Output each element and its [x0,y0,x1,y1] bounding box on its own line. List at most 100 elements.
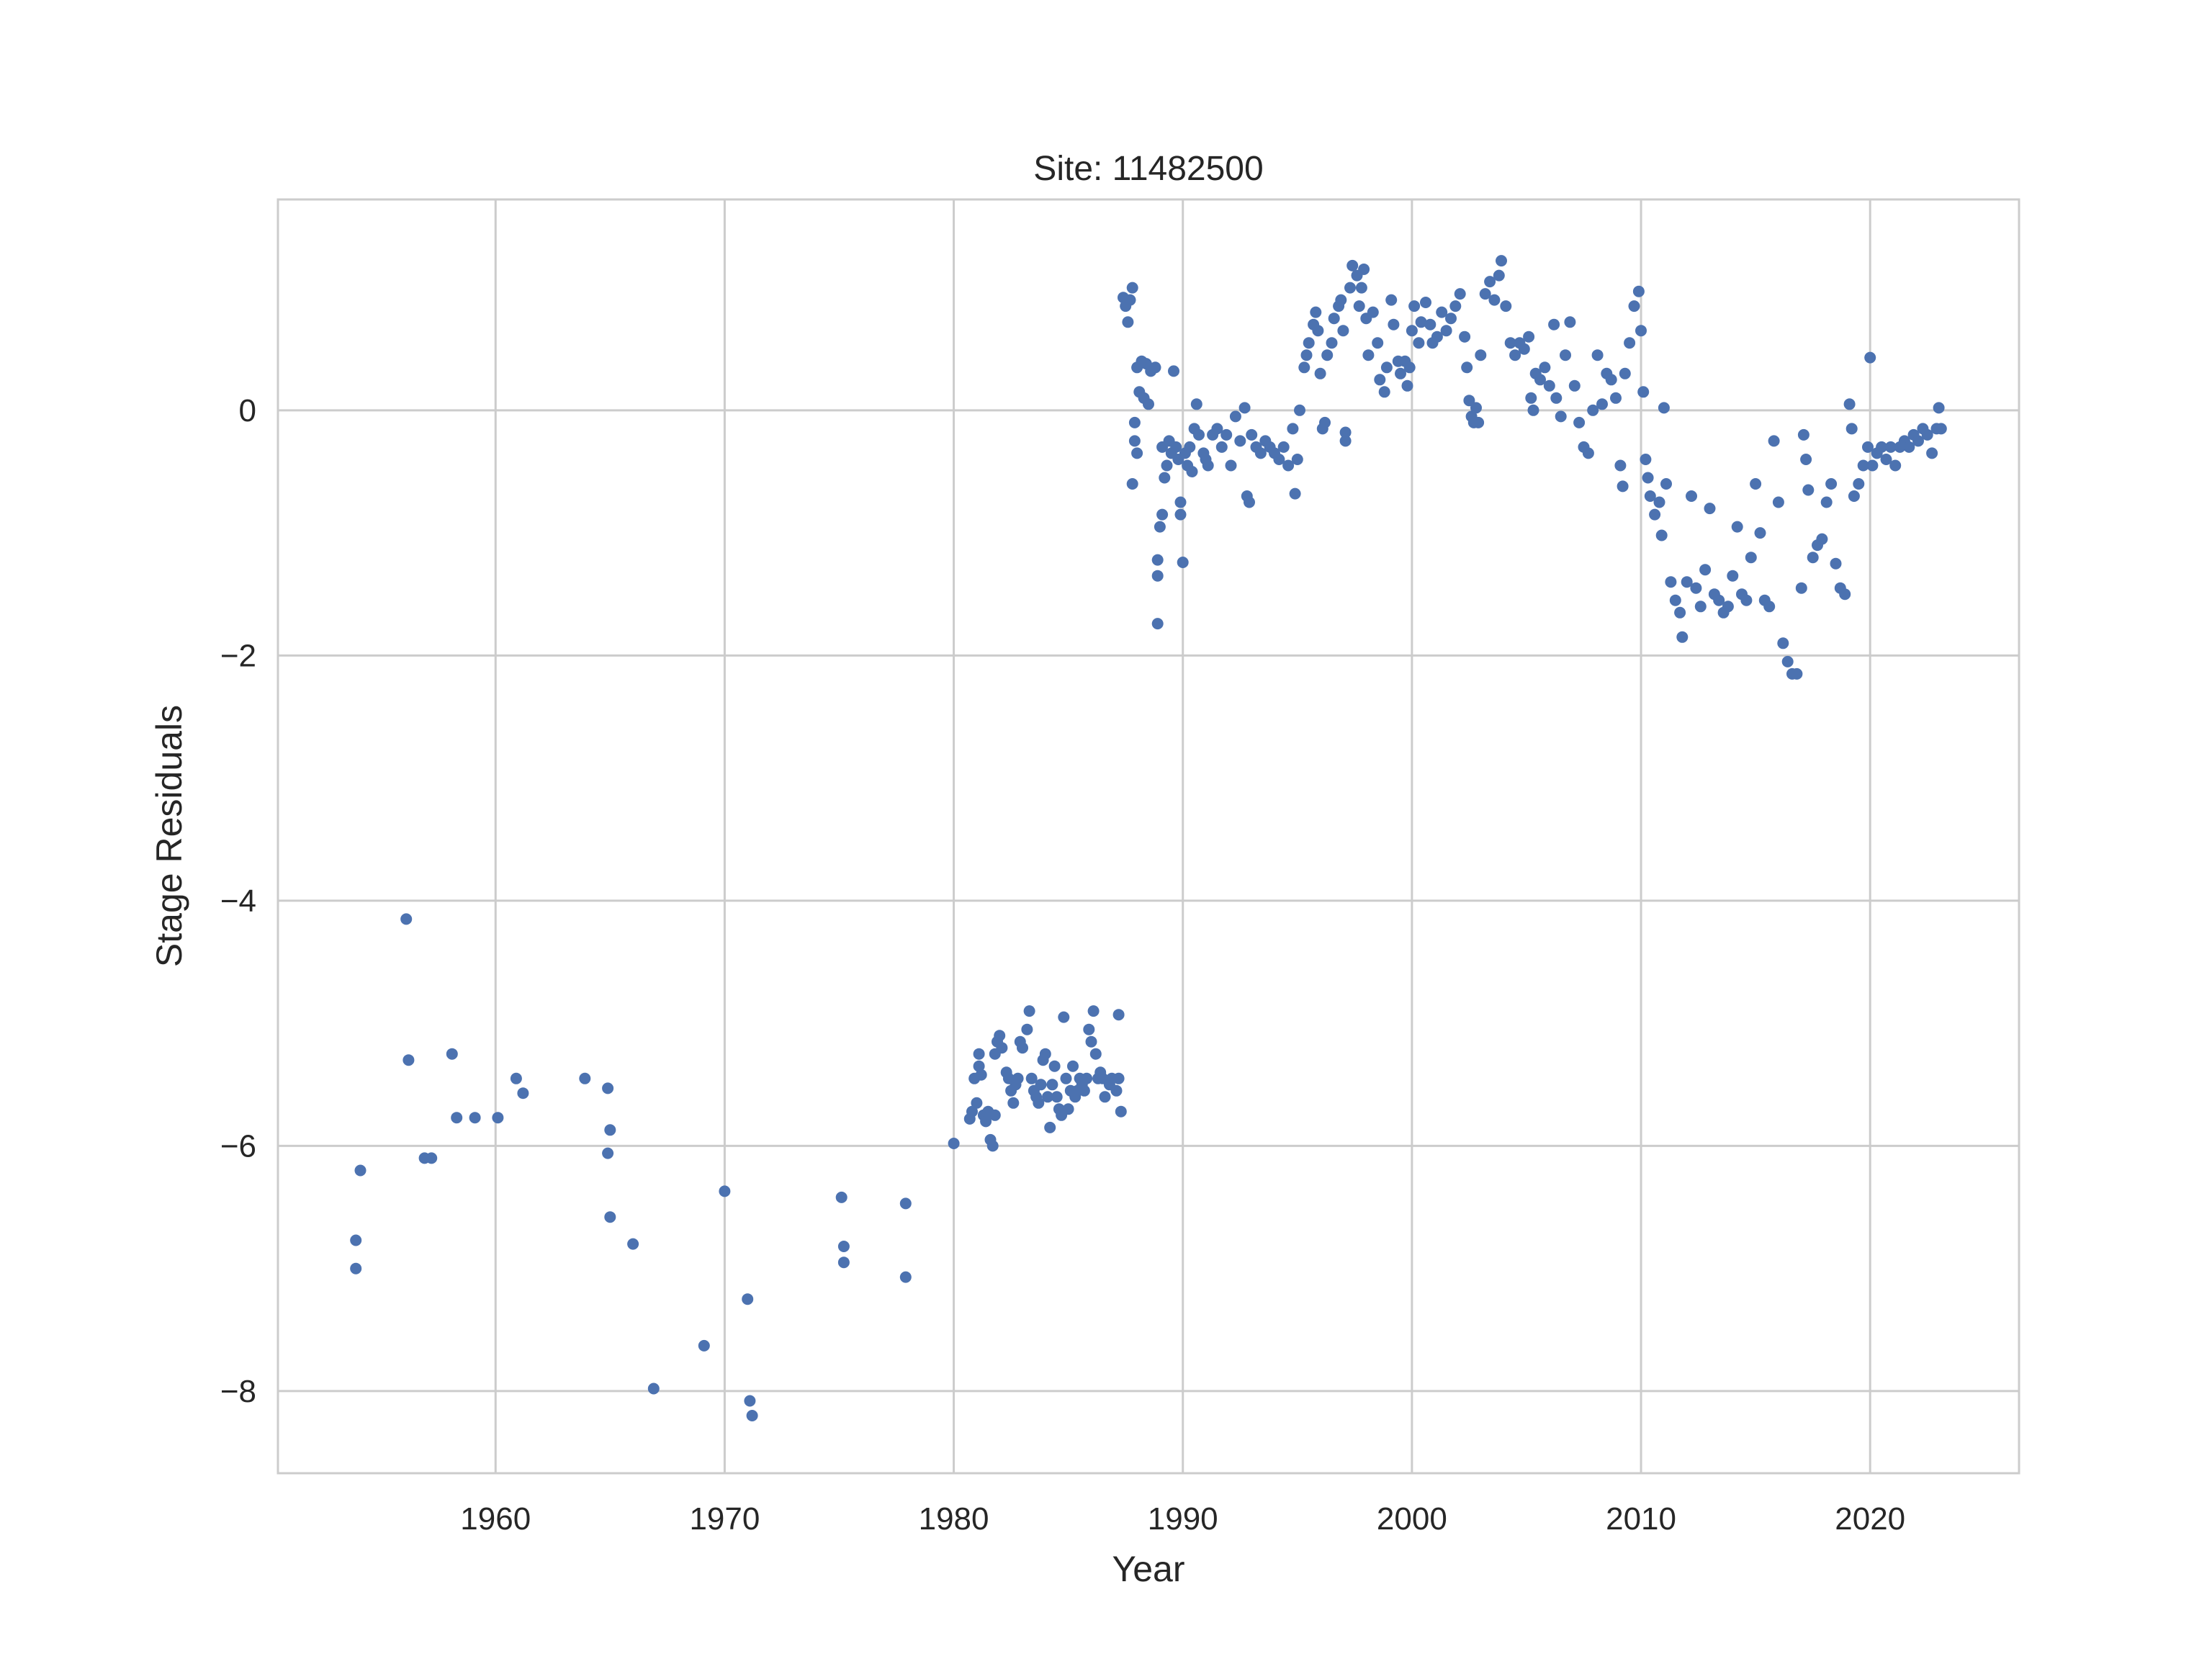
data-point [1372,337,1384,349]
data-point [1493,269,1505,282]
data-point [1800,454,1812,465]
data-point [1128,416,1141,428]
data-point [1587,404,1599,416]
data-point [1772,496,1784,508]
data-point [1740,594,1753,606]
data-point [1326,337,1338,349]
data-point [1388,318,1400,331]
data-point [1644,490,1656,502]
data-point [1358,264,1370,275]
data-point [1649,508,1661,521]
data-point [1614,459,1627,472]
data-point [1617,480,1629,493]
data-point [1573,416,1586,428]
data-point [1289,487,1301,500]
data-point [1112,1072,1125,1084]
data-point [1174,508,1187,521]
data-point [446,1048,458,1060]
data-point [989,1109,1001,1121]
data-point [1298,361,1310,374]
data-point [1190,398,1202,410]
data-point [1637,386,1650,398]
data-point [1912,435,1924,447]
data-point [1335,294,1347,306]
data-point [835,1191,848,1203]
data-point [973,1048,985,1060]
data-point [837,1256,850,1269]
data-point [1534,374,1546,386]
data-point [1312,325,1324,337]
data-point [1889,459,1902,472]
data-point [1254,447,1267,459]
data-point [1655,529,1668,541]
data-point [1115,1105,1127,1118]
data-point [1750,478,1762,490]
data-point [948,1138,960,1149]
data-point [403,1054,415,1066]
data-point [510,1072,522,1084]
data-point [1408,300,1421,313]
data-point [1112,1009,1125,1021]
data-point [1795,582,1807,594]
data-point [1791,667,1803,680]
data-point [1694,601,1707,613]
data-point [1273,454,1285,465]
data-point [1699,564,1712,576]
data-point [1238,402,1251,414]
data-point [400,913,413,925]
data-point [1632,285,1645,297]
y-tick-labels: 0 −2 −4 −6 −8 [220,393,256,1409]
data-point [1395,367,1406,379]
data-point [1658,402,1670,414]
y-tick-label: 0 [239,393,256,428]
data-point [517,1087,529,1100]
data-point [1830,557,1842,570]
data-point [1353,300,1365,313]
data-point [1935,423,1947,435]
data-point [1525,392,1537,404]
data-point [1346,259,1359,271]
data-point [350,1262,362,1274]
data-point [1484,276,1496,288]
data-point [1690,582,1702,594]
data-point [1211,423,1223,435]
data-point [1424,318,1437,331]
data-point [1089,1048,1102,1060]
data-point [1355,282,1367,294]
data-point [1640,454,1652,465]
data-point [1681,576,1693,588]
data-point [1820,496,1833,508]
data-point [1713,594,1725,606]
data-point [1177,557,1189,568]
data-point [1314,367,1326,379]
data-point [1344,282,1356,294]
data-point [1864,351,1876,364]
data-point [1044,1121,1056,1133]
data-point [1445,313,1457,325]
data-point [1816,533,1828,545]
data-point [1862,441,1874,453]
data-point [1048,1060,1061,1072]
data-point [451,1112,463,1124]
data-point [1078,1084,1090,1097]
data-point [1225,459,1237,472]
data-point [1619,367,1631,379]
data-point [1244,496,1255,508]
data-point [994,1030,1006,1042]
x-tick-label: 1970 [689,1501,760,1537]
data-point [1500,300,1512,313]
data-point [1653,496,1665,508]
data-point [1186,466,1198,477]
data-point [1374,374,1386,386]
data-point [975,1069,987,1081]
data-point [1459,331,1471,343]
data-point [1151,554,1164,566]
data-point [966,1105,978,1118]
data-point [1170,441,1182,453]
data-point [1903,441,1915,453]
data-point [980,1115,992,1128]
data-point [1378,386,1390,398]
data-point [1745,552,1757,564]
data-point [1504,337,1516,349]
